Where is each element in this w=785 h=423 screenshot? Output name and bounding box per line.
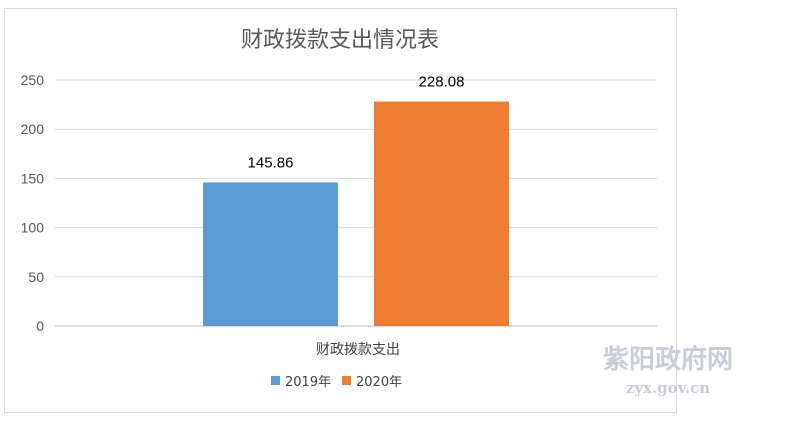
legend: 2019年 2020年 <box>271 375 402 390</box>
chart-title: 财政拨款支出情况表 <box>241 28 439 53</box>
y-tick-label: 150 <box>21 170 45 186</box>
y-tick-label: 50 <box>28 269 44 285</box>
watermark-name: 紫阳政府网 <box>603 344 733 375</box>
x-axis-categories: 财政拨款支出 <box>316 342 400 358</box>
legend-label-2019年: 2019年 <box>285 375 331 390</box>
data-label-2020年: 228.08 <box>419 74 465 91</box>
y-tick-label: 200 <box>21 121 45 137</box>
data-labels: 145.86 228.08 <box>248 74 465 172</box>
legend-label-2020年: 2020年 <box>356 375 402 390</box>
bar-2019年 <box>203 182 338 326</box>
y-tick-label: 0 <box>36 318 44 334</box>
bars <box>203 101 509 327</box>
legend-swatch-2020年 <box>342 376 351 385</box>
x-category-label: 财政拨款支出 <box>316 342 400 358</box>
chart-area <box>4 8 677 413</box>
y-axis-ticks: 0 50 100 150 200 250 <box>21 72 45 334</box>
bar-2020年 <box>374 101 509 327</box>
y-tick-label: 100 <box>21 220 45 236</box>
y-tick-label: 250 <box>21 72 45 88</box>
watermark: 紫阳政府网 zyx.gov.cn <box>603 344 733 397</box>
legend-swatch-2019年 <box>271 376 280 385</box>
data-label-2019年: 145.86 <box>248 154 294 171</box>
gridlines <box>55 79 657 327</box>
watermark-url: zyx.gov.cn <box>626 379 710 397</box>
